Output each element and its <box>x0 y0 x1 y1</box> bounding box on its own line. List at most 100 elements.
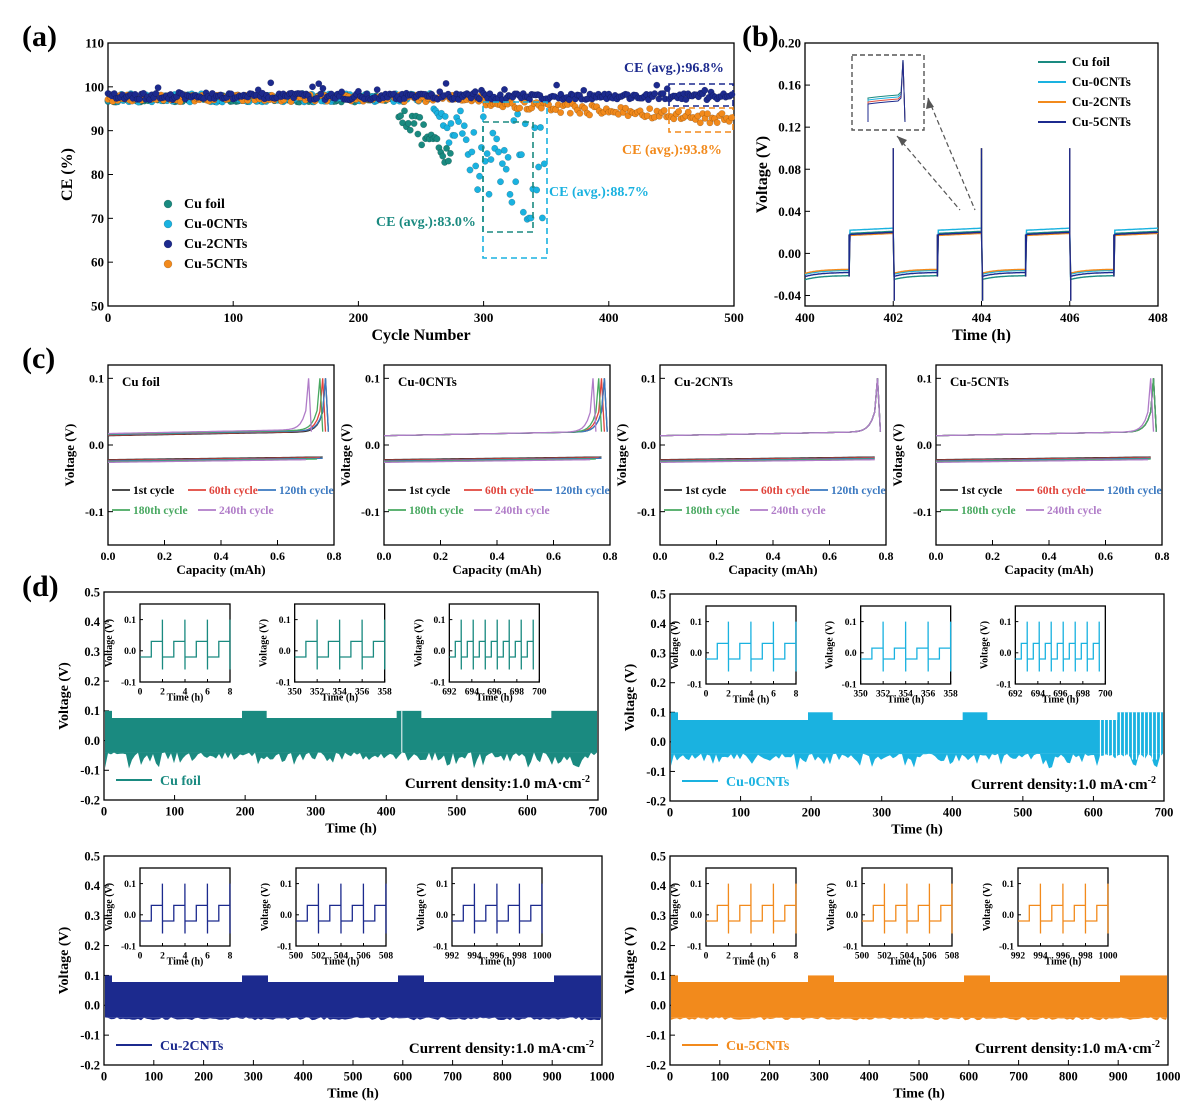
panel-b-xlabel: Time (h) <box>952 327 1011 344</box>
ce-point-cu-foil <box>433 135 441 143</box>
panel-d-2-ytick: 0.2 <box>84 939 100 953</box>
inset-voltage-trace <box>449 619 534 670</box>
panel-a-ytick: 70 <box>91 211 104 226</box>
inset-3-0-xtick: 6 <box>771 952 776 962</box>
ce-point-cu-0cnts <box>533 186 541 194</box>
ce-point-cu-5cnts <box>696 119 704 127</box>
inset-1-1-xtick: 358 <box>944 690 959 700</box>
legend-label: Cu-2CNTs <box>184 237 248 252</box>
panel-c-0-xtick: 0.6 <box>270 549 285 563</box>
inset-3-0-ytick: -0.1 <box>687 942 702 952</box>
panel-c-title: Cu-5CNTs <box>950 374 1009 389</box>
panel-d-3-xtick: 400 <box>860 1070 879 1084</box>
annotation-text: Current density:1.0 mA·cm <box>975 1041 1152 1057</box>
ce-point-cu-0cnts <box>462 136 470 144</box>
legend-label: 1st cycle <box>961 485 1002 497</box>
panel-d-1-ytick: 0.0 <box>650 735 666 749</box>
inset-2-1-xtick: 506 <box>356 952 371 962</box>
panel-d-3-ytick: 0.1 <box>650 969 666 983</box>
ce-point-cu-0cnts <box>495 148 502 156</box>
ce-point-cu-0cnts <box>441 113 449 120</box>
inset-trace <box>867 59 906 123</box>
inset-3-0-ylabel: Voltage (V) <box>670 883 681 931</box>
ce-point-cu-5cnts <box>566 109 574 117</box>
inset-1-0-xtick: 8 <box>794 690 799 700</box>
panel-a-ytick: 110 <box>85 36 104 51</box>
inset-2-2-ylabel: Voltage (V) <box>416 883 427 931</box>
plating-curve <box>660 459 875 463</box>
legend-marker <box>163 259 173 269</box>
ce-point-cu-0cnts <box>445 139 453 147</box>
inset-0-2-ylabel: Voltage (V) <box>413 619 424 667</box>
panel-d-3-xtick: 700 <box>1009 1070 1028 1084</box>
inset-1-0-ylabel: Voltage (V) <box>670 621 681 669</box>
inset-voltage-trace <box>862 883 953 934</box>
inset-0-1-xtick: 352 <box>310 688 325 698</box>
panel-c-3-ytick: -0.1 <box>913 505 932 519</box>
ce-point-cu-2cnts <box>313 94 321 102</box>
panel-c-title: Cu foil <box>122 374 160 389</box>
inset-0-0-xlabel: Time (h) <box>167 693 204 704</box>
inset-0-0-xtick: 4 <box>183 688 188 698</box>
ce-point-cu-2cnts <box>267 79 275 87</box>
legend-marker <box>163 199 173 209</box>
inset-2-1-ytick: 0.1 <box>280 880 292 890</box>
panel-d-1-ytick: 0.3 <box>650 647 666 661</box>
inset-0-1-xtick: 354 <box>333 688 348 698</box>
inset-1-1-xtick: 350 <box>854 690 869 700</box>
panel-d-0-ytick: 0.3 <box>84 645 100 659</box>
ce-point-cu-0cnts <box>483 150 491 157</box>
panel-c-0-ytick: 0.0 <box>89 438 104 452</box>
panel-c-3-frame <box>935 364 1163 546</box>
panel-d-0-frame <box>103 591 599 801</box>
panel-d-2-xtick: 300 <box>244 1070 263 1084</box>
stripping-curve <box>935 378 1155 437</box>
panel-c-1-xtick: 0.6 <box>546 549 561 563</box>
inset-1-2-ytick: 0.1 <box>999 618 1011 628</box>
panel-d-3-xtick: 300 <box>810 1070 829 1084</box>
panel-a-xtick: 100 <box>223 310 243 325</box>
panel-a-xtick: 300 <box>474 310 494 325</box>
panel-d-2-xlabel: Time (h) <box>327 1087 379 1102</box>
panel-d-1-ytick: -0.1 <box>646 765 666 779</box>
ce-point-cu-2cnts <box>476 95 483 103</box>
panel-d-1-ylabel: Voltage (V) <box>623 663 638 731</box>
panel-c-0-ytick: 0.1 <box>89 372 104 386</box>
inset-3-1-xtick: 504 <box>900 952 915 962</box>
plating-curve <box>936 457 1151 462</box>
inset-2-1-ytick: 0.0 <box>280 911 292 921</box>
panel-c-3-ytick: 0.0 <box>917 438 932 452</box>
panel-c-3-axes <box>935 364 1163 546</box>
legend-label: Cu-2CNTs <box>160 1039 224 1054</box>
legend-label: 1st cycle <box>409 485 450 497</box>
ce-point-cu-0cnts <box>447 120 455 127</box>
panel-d-3-xlabel: Time (h) <box>893 1087 945 1102</box>
stripping-curve <box>659 378 882 437</box>
annotation-text: Current density:1.0 mA·cm <box>405 776 582 792</box>
panel-d-0-ytick: 0.2 <box>84 675 100 689</box>
annotation-cu-2cnts: CE (avg.):96.8% <box>624 61 724 76</box>
panel-c-3-xlabel: Capacity (mAh) <box>1004 562 1093 577</box>
inset-2-0-ytick: 0.0 <box>124 911 136 921</box>
inset-3-2-xlabel: Time (h) <box>1045 957 1082 968</box>
plating-curve <box>660 457 875 462</box>
panel-a-ytick: 50 <box>91 299 104 314</box>
ce-point-cu-2cnts <box>501 86 508 93</box>
panel-c-0-frame <box>107 364 335 546</box>
annotation-sup: -2 <box>1148 775 1156 786</box>
panel-c-2-xtick: 0.8 <box>879 549 894 563</box>
inset-3-0-ytick: 0.1 <box>690 880 702 890</box>
inset-3-0-xtick: 8 <box>794 952 799 962</box>
legend-label: 60th cycle <box>1037 485 1086 497</box>
panel-a-xtick: 500 <box>724 310 744 325</box>
panel-b-xtick: 402 <box>884 310 904 325</box>
panel-c-0-xtick: 0.4 <box>214 549 229 563</box>
panel-a-ytick: 90 <box>91 123 104 138</box>
annotation-text: Current density:1.0 mA·cm <box>971 777 1148 793</box>
ce-point-cu-0cnts <box>487 156 495 163</box>
panel-a-ylabel: CE (%) <box>59 148 76 201</box>
inset-2-2-xlabel: Time (h) <box>479 957 516 968</box>
panel-d-1-axes <box>669 593 1165 802</box>
panel-d-1-ytick: 0.5 <box>650 587 666 601</box>
panel-d-0-axes <box>103 591 599 801</box>
